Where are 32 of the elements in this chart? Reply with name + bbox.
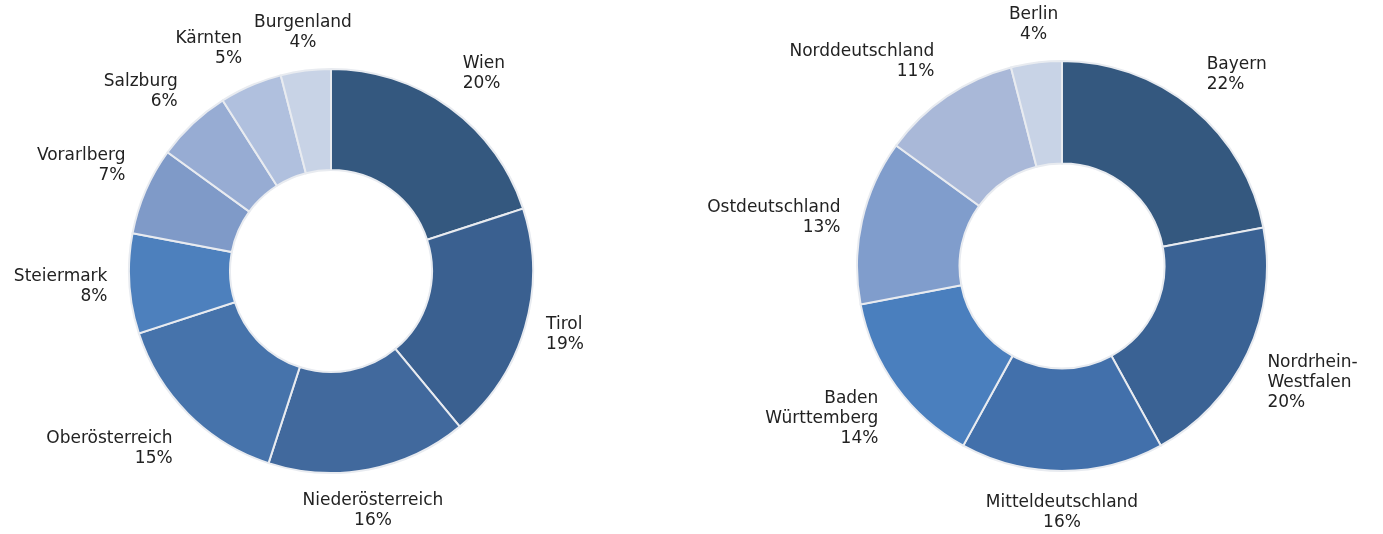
slice-label: Tirol <box>545 313 583 334</box>
data-label: 4% <box>289 30 317 51</box>
slice-label: Norddeutschland <box>789 40 935 61</box>
slice-label: Wien <box>462 51 506 72</box>
slice-label: Vorarlberg <box>36 144 126 165</box>
data-label: 20% <box>462 71 501 92</box>
data-label: 8% <box>80 285 108 306</box>
data-label: 13% <box>802 216 841 237</box>
data-label: 16% <box>1043 511 1081 531</box>
data-label: 16% <box>354 509 392 530</box>
slice-label: Kärnten <box>175 27 243 48</box>
data-label: 19% <box>546 333 584 354</box>
slice-label: Mitteldeutschland <box>985 491 1139 511</box>
slice-label: Salzburg <box>103 69 178 90</box>
slice-label: Ostdeutschland <box>707 196 841 217</box>
slice-label: Steiermark <box>13 265 108 286</box>
slice-label: Berlin <box>1008 2 1059 23</box>
data-label: 15% <box>134 447 173 468</box>
slice-label: Nordrhein-Westfalen <box>1267 350 1358 391</box>
data-label: 14% <box>840 427 879 448</box>
slice-label: Baden Württemberg <box>765 387 879 428</box>
data-label: 4% <box>1020 22 1048 43</box>
data-label: 22% <box>1206 73 1245 94</box>
data-label: 6% <box>150 89 178 110</box>
slice-label: Oberösterreich <box>46 427 173 448</box>
data-label: 5% <box>215 47 243 68</box>
data-label: 11% <box>896 60 935 81</box>
slice-label: Bayern <box>1206 53 1267 74</box>
data-label: 20% <box>1267 390 1306 411</box>
slice-label: Burgenland <box>254 10 352 31</box>
data-label: 7% <box>98 164 126 185</box>
slice-label: Niederösterreich <box>302 489 444 510</box>
